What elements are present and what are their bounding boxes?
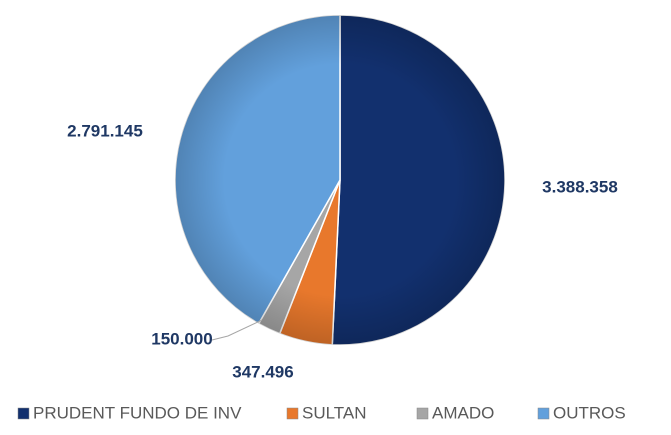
legend-label: PRUDENT FUNDO DE INV <box>33 403 242 422</box>
legend-label: SULTAN <box>302 403 367 422</box>
legend-swatch <box>537 407 550 420</box>
pie-slice <box>331 14 506 346</box>
data-label: 2.791.145 <box>67 121 143 140</box>
data-label: 150.000 <box>151 329 212 348</box>
legend-swatch <box>286 407 299 420</box>
legend-swatch <box>17 407 30 420</box>
leader-line <box>211 319 263 341</box>
data-label: 3.388.358 <box>542 177 618 196</box>
data-label: 347.496 <box>232 362 293 381</box>
legend-swatch <box>416 407 429 420</box>
legend-label: AMADO <box>432 403 494 422</box>
legend-label: OUTROS <box>553 403 626 422</box>
